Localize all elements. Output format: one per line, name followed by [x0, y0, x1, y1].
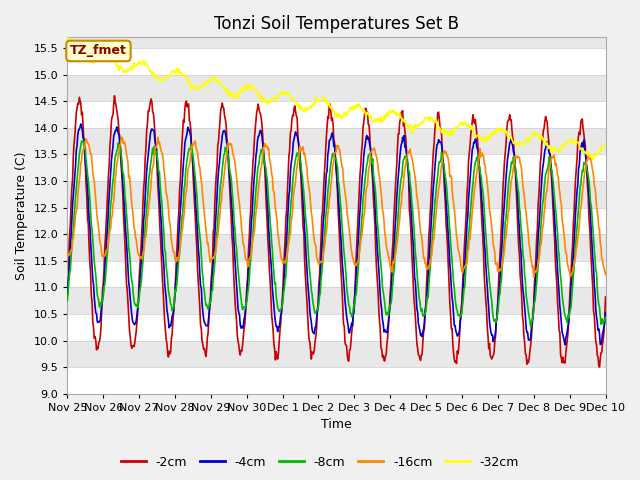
Bar: [67, 288, 605, 314]
-8cm: [212, 235, 220, 240]
Bar: [67, 155, 605, 181]
-16cm: [184, 168, 192, 174]
Line: -4cm: -4cm: [67, 124, 605, 345]
-2cm: [111, 93, 118, 99]
-2cm: [129, 343, 137, 348]
Bar: [67, 101, 605, 128]
-2cm: [73, 105, 81, 111]
-32cm: [602, 143, 609, 148]
-4cm: [602, 310, 609, 315]
-8cm: [419, 306, 426, 312]
Bar: [67, 128, 605, 155]
Line: -8cm: -8cm: [67, 141, 605, 327]
-4cm: [129, 320, 137, 325]
-4cm: [63, 292, 71, 298]
-2cm: [596, 364, 604, 370]
-32cm: [417, 120, 425, 125]
-4cm: [73, 143, 81, 148]
X-axis label: Time: Time: [321, 419, 352, 432]
-8cm: [602, 314, 609, 320]
-2cm: [63, 276, 71, 281]
Text: TZ_fmet: TZ_fmet: [70, 45, 127, 58]
-2cm: [602, 294, 609, 300]
-8cm: [79, 138, 86, 144]
Bar: [67, 48, 605, 74]
-16cm: [73, 204, 81, 210]
-4cm: [561, 342, 569, 348]
-8cm: [63, 298, 71, 303]
Bar: [67, 234, 605, 261]
-16cm: [602, 272, 609, 277]
-4cm: [403, 150, 410, 156]
Bar: [67, 181, 605, 207]
-4cm: [419, 334, 426, 339]
Bar: [67, 207, 605, 234]
Y-axis label: Soil Temperature (C): Soil Temperature (C): [15, 151, 28, 280]
Bar: [67, 74, 605, 101]
-32cm: [402, 120, 410, 126]
-2cm: [184, 102, 192, 108]
Line: -32cm: -32cm: [67, 36, 605, 160]
-32cm: [589, 157, 596, 163]
-4cm: [184, 124, 192, 130]
-32cm: [212, 77, 220, 83]
-16cm: [129, 213, 137, 218]
-8cm: [184, 152, 192, 157]
-16cm: [63, 249, 71, 255]
-16cm: [566, 274, 574, 279]
-4cm: [77, 121, 84, 127]
-2cm: [403, 146, 410, 152]
-16cm: [403, 156, 410, 162]
-4cm: [212, 207, 220, 213]
-16cm: [419, 239, 426, 244]
-8cm: [403, 155, 410, 161]
-32cm: [183, 76, 191, 82]
-32cm: [129, 67, 136, 72]
Line: -16cm: -16cm: [67, 137, 605, 276]
Bar: [67, 314, 605, 341]
-2cm: [212, 172, 220, 178]
Title: Tonzi Soil Temperatures Set B: Tonzi Soil Temperatures Set B: [214, 15, 459, 33]
-16cm: [212, 243, 220, 249]
Bar: [67, 261, 605, 288]
-2cm: [419, 352, 426, 358]
Bar: [67, 367, 605, 394]
-8cm: [527, 324, 534, 330]
Legend: -2cm, -4cm, -8cm, -16cm, -32cm: -2cm, -4cm, -8cm, -16cm, -32cm: [116, 451, 524, 474]
-32cm: [73, 42, 81, 48]
Bar: [67, 341, 605, 367]
-8cm: [129, 290, 137, 296]
-32cm: [63, 34, 71, 39]
Line: -2cm: -2cm: [67, 96, 605, 367]
-16cm: [118, 134, 126, 140]
-8cm: [73, 177, 81, 182]
